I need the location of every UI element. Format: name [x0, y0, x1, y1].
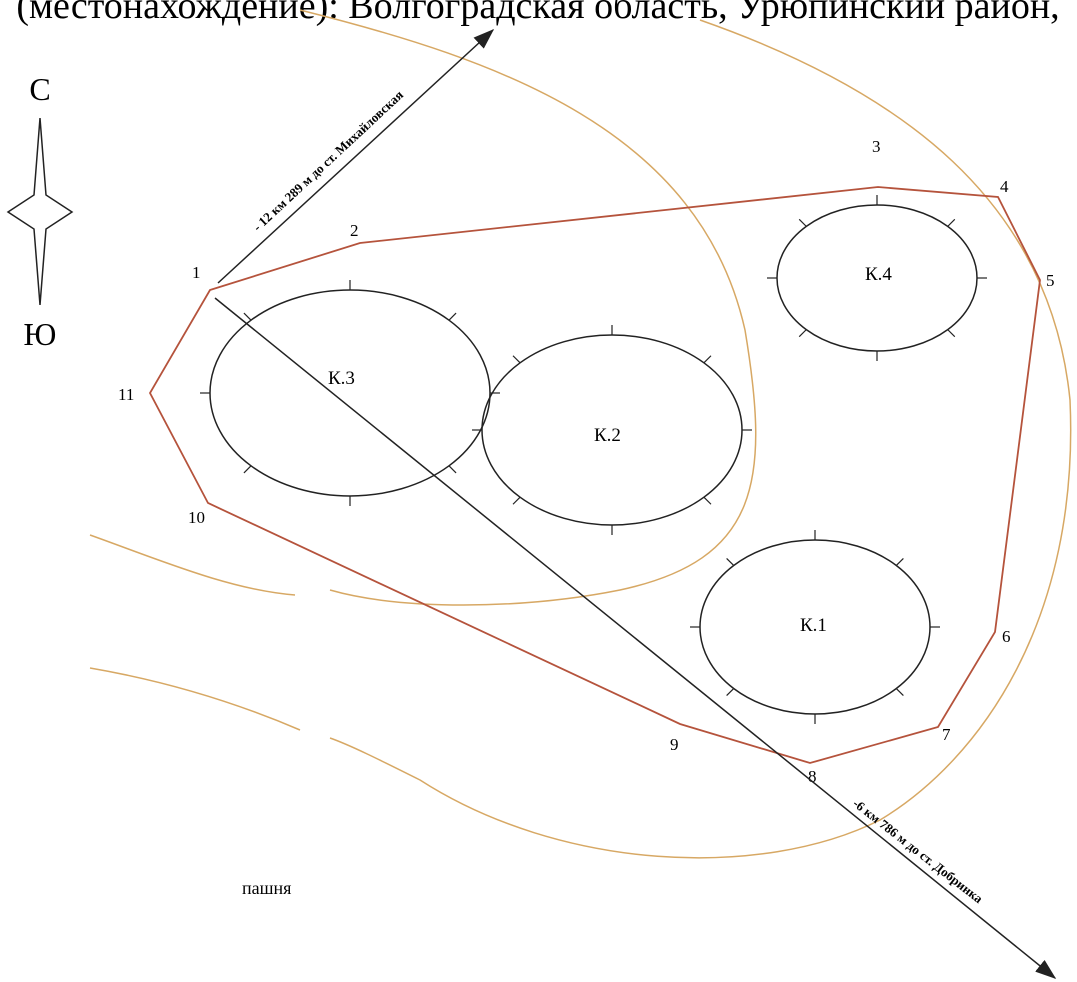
circle-tick [512, 355, 521, 364]
point-label: 9 [670, 735, 679, 754]
circle-tick [726, 557, 735, 566]
point-label: 3 [872, 137, 881, 156]
circle-tick [243, 465, 252, 474]
circle-tick [448, 312, 457, 321]
circle-tick [947, 329, 956, 338]
circle-tick [726, 688, 735, 697]
contour [89, 534, 296, 596]
circle-tick [947, 218, 956, 227]
point-label: 10 [188, 508, 205, 527]
circle-tick [448, 465, 457, 474]
point-label: 11 [118, 385, 134, 404]
point-label: 8 [808, 767, 817, 786]
land-label: пашня [242, 878, 291, 898]
circle-tick [703, 496, 712, 505]
road [214, 297, 1057, 979]
circle-outline [209, 289, 491, 497]
circle-tick [798, 329, 807, 338]
header-text: (местонахождение): Волгоградская область… [16, 0, 1059, 27]
point-label: 2 [350, 221, 359, 240]
circle-tick [512, 496, 521, 505]
point-label: 5 [1046, 271, 1055, 290]
boundary [148, 186, 1041, 764]
compass-north: С [29, 71, 50, 107]
contour [299, 9, 757, 606]
circle-tick [895, 557, 904, 566]
compass [6, 117, 74, 306]
circle-label: К.1 [800, 615, 827, 636]
point-label: 4 [1000, 177, 1009, 196]
road-label: -6 км 786 м до ст. Добринка [850, 796, 986, 907]
road-label: - 12 км 289 м до ст. Михайловская [250, 87, 406, 234]
point-label: 6 [1002, 627, 1011, 646]
road [217, 28, 495, 284]
point-label: 1 [192, 263, 201, 282]
compass-south: Ю [24, 316, 57, 352]
contour [89, 667, 301, 731]
point-label: 7 [942, 725, 951, 744]
circle-tick [798, 218, 807, 227]
circle-label: К.4 [865, 264, 892, 285]
circle-tick [243, 312, 252, 321]
circle-label: К.3 [328, 368, 355, 389]
circle-tick [703, 355, 712, 364]
circle-tick [895, 688, 904, 697]
circle-label: К.2 [594, 425, 621, 446]
contour [329, 19, 1072, 859]
